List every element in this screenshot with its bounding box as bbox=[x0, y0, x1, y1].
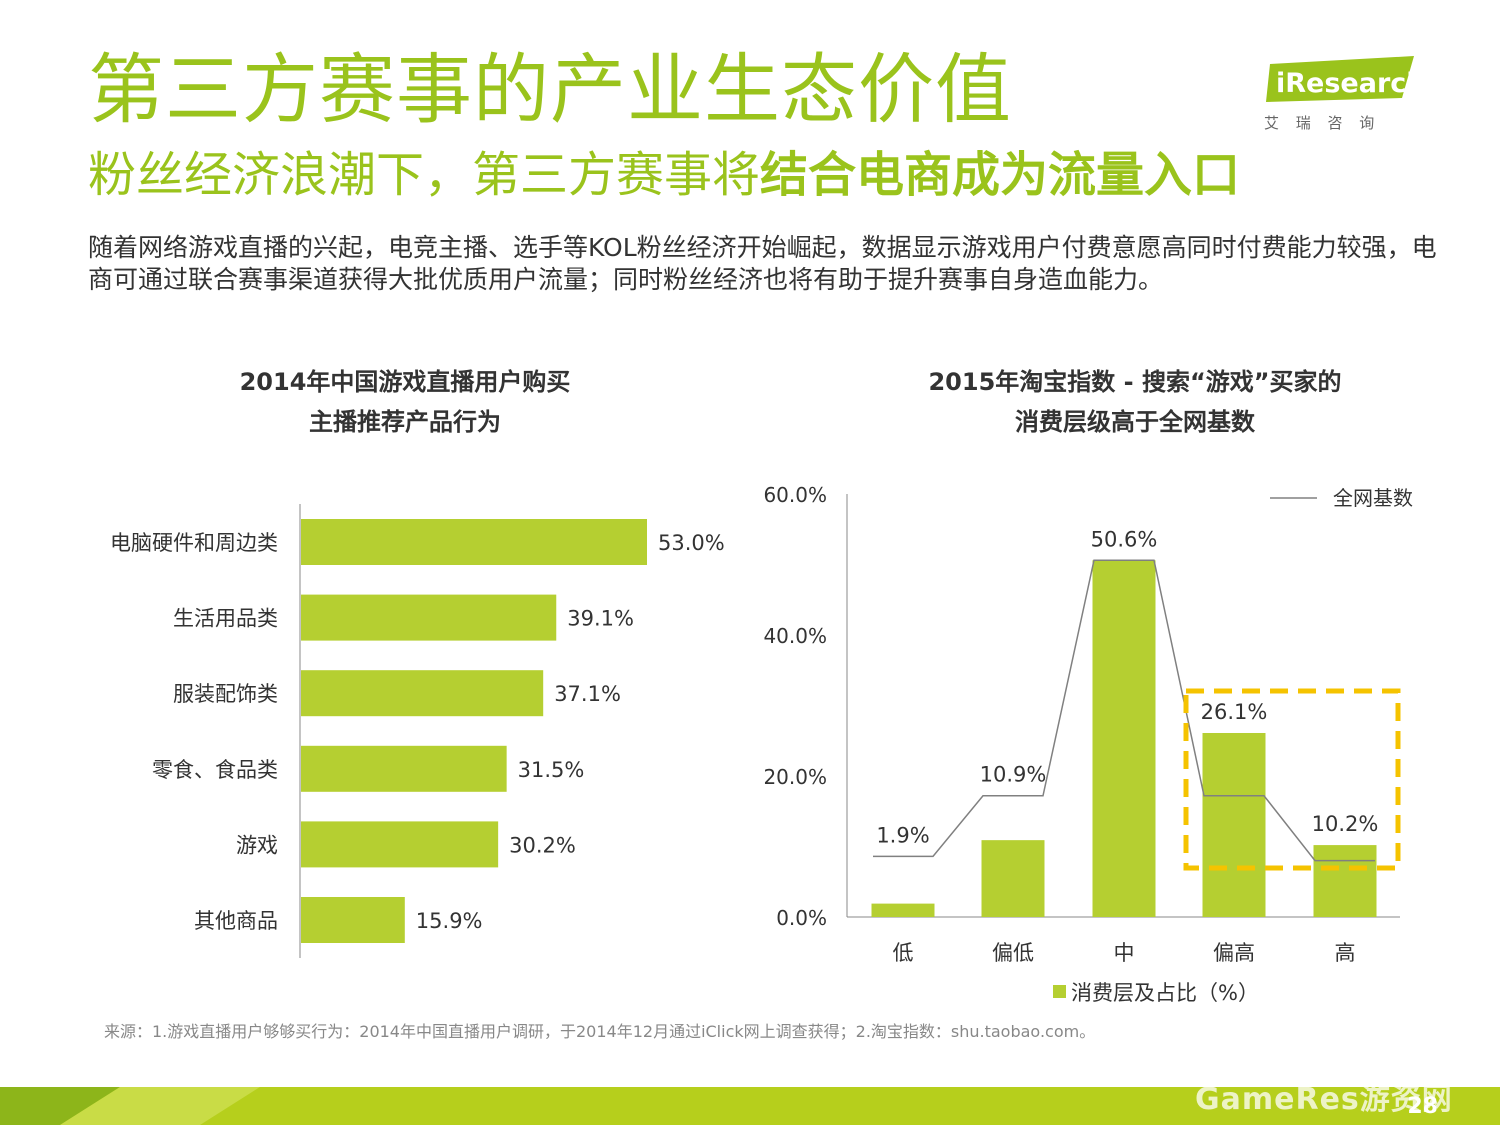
chart2-bar-line-chart: 0.0% 20.0% 40.0% 60.0% 1.9% 10.9% 50.6% 26.1% 10… bbox=[763, 483, 1413, 1005]
logo-banner bbox=[1266, 56, 1414, 102]
chart2-value-label: 50.6% bbox=[1091, 527, 1158, 551]
chart2-legend-bar-label: 消费层及占比（%） bbox=[1071, 981, 1259, 1005]
chart1-value-label: 37.1% bbox=[554, 682, 621, 706]
chart2-bar bbox=[871, 903, 935, 917]
logo-brand-text: iResearch bbox=[1276, 68, 1426, 99]
chart1-category-label: 游戏 bbox=[236, 833, 278, 857]
chart1-bar bbox=[301, 897, 405, 943]
chart1-bar bbox=[301, 821, 499, 868]
watermark: GameRes游资网 bbox=[1195, 1082, 1453, 1117]
chart1-bar-chart: 电脑硬件和周边类 53.0% 生活用品类 39.1% 服装配饰类 37.1% 零食、食品类 3… bbox=[110, 504, 725, 958]
chart2-value-label: 10.9% bbox=[980, 763, 1047, 787]
chart2-y-tick-label: 0.0% bbox=[776, 906, 827, 930]
chart2-value-label: 1.9% bbox=[876, 823, 929, 847]
chart2-y-tick-label: 40.0% bbox=[763, 624, 827, 648]
chart1-category-label: 其他商品 bbox=[194, 909, 278, 933]
subtitle-normal: 粉丝经济浪潮下，第三方赛事将 bbox=[88, 147, 761, 203]
chart2-category-label: 偏低 bbox=[992, 941, 1034, 965]
chart2-category-label: 低 bbox=[893, 941, 914, 965]
chart2-value-label: 26.1% bbox=[1201, 700, 1268, 724]
iresearch-logo: iResearch 艾 瑞 咨 询 bbox=[1264, 56, 1426, 132]
chart1-value-label: 53.0% bbox=[658, 531, 725, 555]
chart2-bar bbox=[1092, 560, 1156, 917]
footer-band bbox=[0, 1087, 1500, 1125]
chart2-baseline-line bbox=[873, 559, 1375, 862]
chart2-y-tick-label: 60.0% bbox=[763, 483, 827, 507]
chart2-highlight-box bbox=[1183, 688, 1401, 871]
chart1-value-label: 31.5% bbox=[518, 758, 585, 782]
subtitle-bold: 结合电商成为流量入口 bbox=[760, 147, 1241, 203]
description: 随着网络游戏直播的兴起，电竞主播、选手等KOL粉丝经济开始崛起，数据显示游戏用户… bbox=[88, 233, 1437, 294]
chart1-bar bbox=[301, 670, 544, 717]
chart1-bar bbox=[301, 519, 647, 565]
chart2-title-line1: 2015年淘宝指数 - 搜索“游戏”买家的 bbox=[928, 368, 1342, 396]
chart1-value-label: 39.1% bbox=[567, 607, 634, 631]
logo-cn-text: 艾 瑞 咨 询 bbox=[1264, 114, 1380, 132]
chart2-category-label: 偏高 bbox=[1213, 941, 1255, 965]
chart2-legend-bar-swatch bbox=[1053, 985, 1066, 998]
chart1-value-label: 15.9% bbox=[416, 909, 483, 933]
chart2-category-label: 中 bbox=[1114, 941, 1135, 965]
chart1-bar bbox=[301, 745, 507, 792]
chart1-category-label: 生活用品类 bbox=[173, 607, 278, 631]
chart1-bar bbox=[301, 594, 557, 641]
chart1-category-label: 电脑硬件和周边类 bbox=[110, 531, 278, 555]
chart1-value-label: 30.2% bbox=[509, 833, 576, 857]
page-title: 第三方赛事的产业生态价值 bbox=[88, 45, 1012, 134]
chart1-category-label: 服装配饰类 bbox=[173, 682, 278, 706]
chart2-bar bbox=[981, 840, 1045, 917]
chart2-category-label: 高 bbox=[1335, 941, 1356, 965]
chart2-y-tick-label: 20.0% bbox=[763, 765, 827, 789]
chart2-value-label: 10.2% bbox=[1312, 812, 1379, 836]
chart1-title-line1: 2014年中国游戏直播用户购买 bbox=[239, 368, 571, 396]
chart1-title: 2014年中国游戏直播用户购买 主播推荐产品行为 bbox=[160, 362, 650, 442]
page-subtitle: 粉丝经济浪潮下，第三方赛事将结合电商成为流量入口 bbox=[88, 147, 1241, 203]
chart2-legend-line-label: 全网基数 bbox=[1333, 486, 1413, 510]
chart1-title-line2: 主播推荐产品行为 bbox=[309, 408, 501, 436]
page-number: 28 bbox=[1407, 1094, 1438, 1119]
chart1-category-label: 零食、食品类 bbox=[152, 758, 278, 782]
chart2-bar bbox=[1202, 732, 1266, 917]
source-note: 来源：1.游戏直播用户够够买行为：2014年中国直播用户调研，于2014年12月… bbox=[104, 1022, 1096, 1041]
chart2-title: 2015年淘宝指数 - 搜索“游戏”买家的 消费层级高于全网基数 bbox=[880, 362, 1390, 442]
chart2-bar bbox=[1313, 845, 1377, 917]
chart2-title-line2: 消费层级高于全网基数 bbox=[1015, 408, 1255, 436]
